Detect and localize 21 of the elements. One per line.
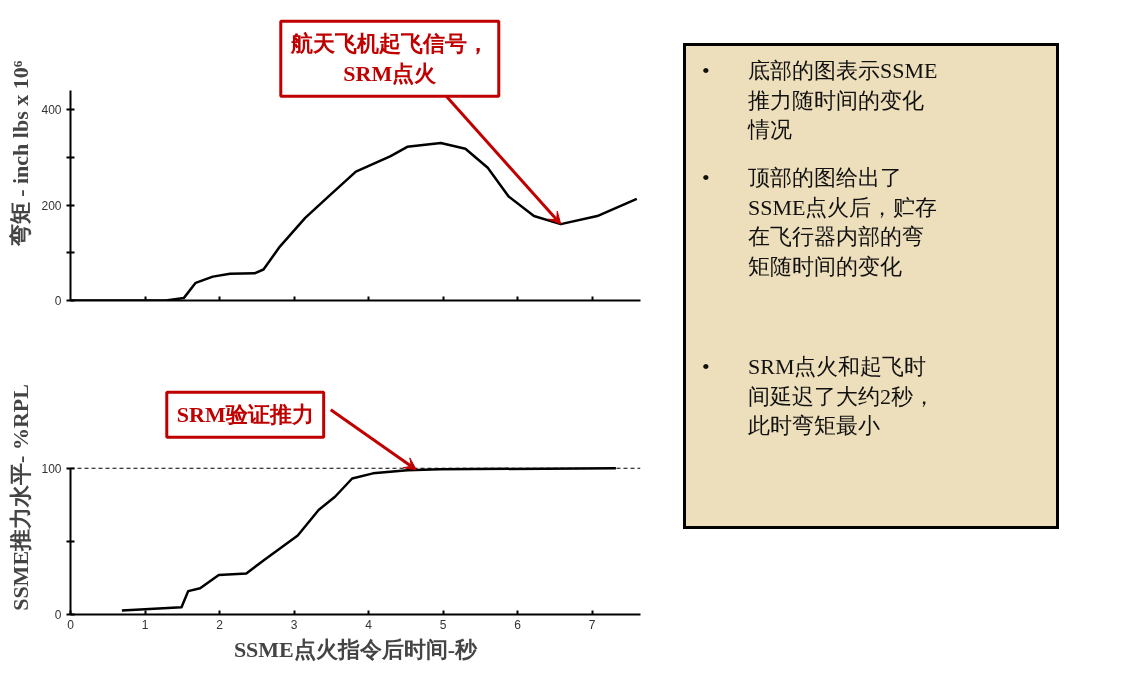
y-tick-label: 400 <box>41 103 62 118</box>
x-tick-label: 5 <box>439 617 447 632</box>
y-axis-title: 弯矩 - inch lbs x 10⁶ <box>8 60 34 248</box>
y-axis-title: SSME推力水平- %RPL <box>8 384 34 611</box>
x-tick-label: 3 <box>290 617 298 632</box>
x-tick-label: 4 <box>365 617 373 632</box>
annotation: 航天飞机起飞信号， SRM点火 <box>289 31 489 87</box>
text: • 底部的图表示SSME推力随时间的变化情况 <box>702 58 938 143</box>
x-tick-label: 6 <box>514 617 522 632</box>
y-tick-label: 100 <box>41 461 62 476</box>
text: • SRM点火和起飞时间延迟了大约2秒，此时弯矩最小 <box>702 353 935 439</box>
y-tick-label: 0 <box>54 608 62 622</box>
text: • 顶部的图给出了SSME点火后，贮存在飞行器内部的弯矩随时间的变化 <box>702 165 938 280</box>
y-tick-label: 0 <box>54 294 62 308</box>
x-tick-label: 0 <box>67 617 75 632</box>
x-tick-label: 2 <box>216 617 224 632</box>
x-tick-label: 1 <box>141 617 149 632</box>
annotation: SRM验证推力 <box>176 402 314 428</box>
x-tick-label: 7 <box>588 617 596 632</box>
y-tick-label: 200 <box>41 198 62 213</box>
x-axis-title: SSME点火指令后时间-秒 <box>233 636 479 662</box>
